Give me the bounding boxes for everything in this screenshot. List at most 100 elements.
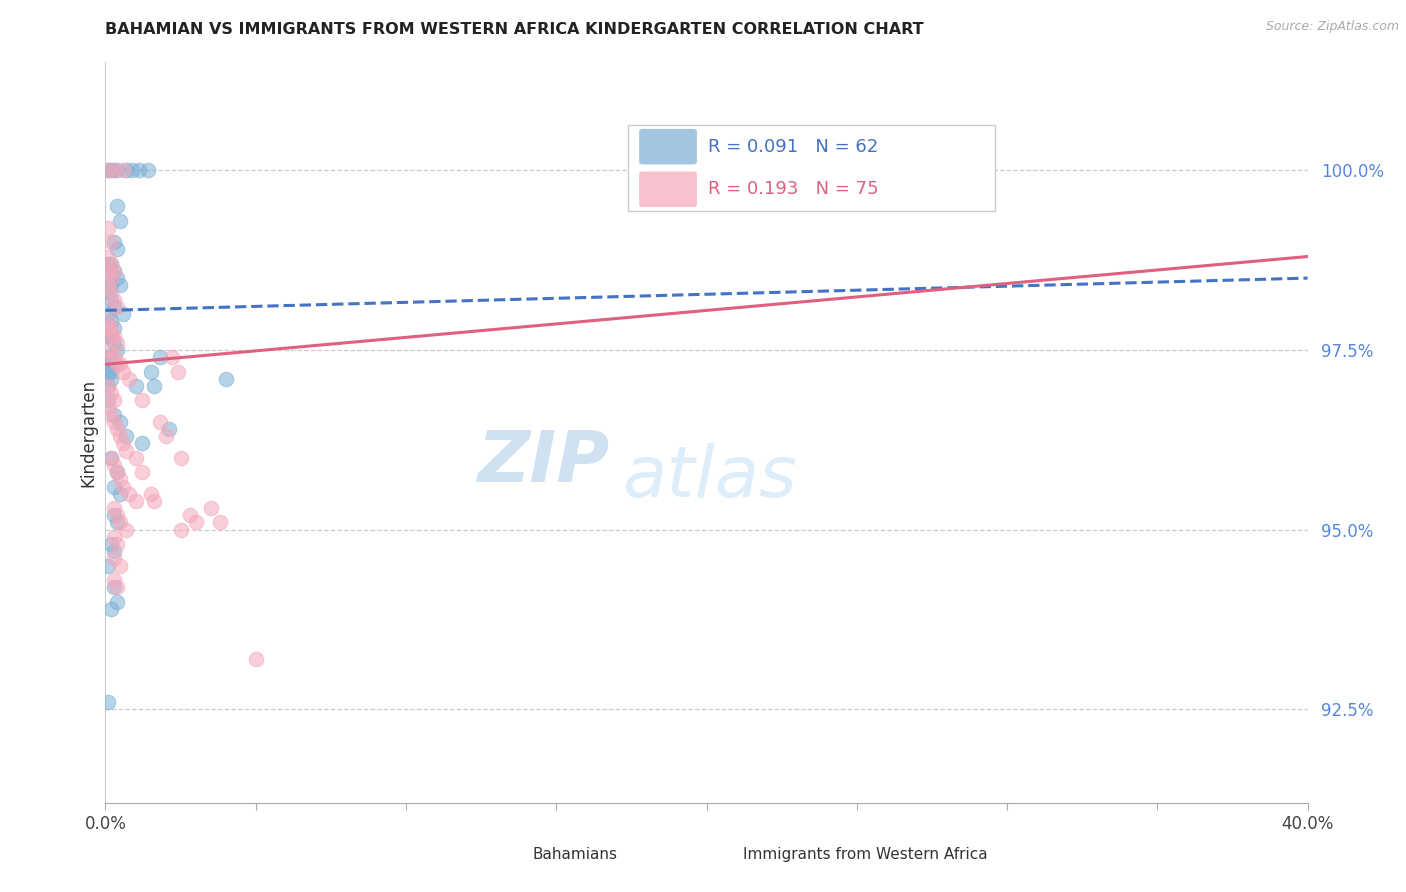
Point [97,220,120,235]
Point [100,257,122,271]
Point [97,357,120,371]
Point [139,365,162,379]
FancyBboxPatch shape [628,126,995,211]
Point [97,393,120,408]
Point [160,350,183,364]
FancyBboxPatch shape [640,128,697,164]
Point [103,501,125,516]
Point [97,163,120,178]
Point [112,365,135,379]
Point [100,365,122,379]
Point [97,343,120,357]
Point [142,494,165,508]
Point [142,379,165,393]
Point [97,695,120,709]
Point [100,328,122,343]
Point [966,163,988,178]
Point [100,328,122,343]
Point [97,307,120,321]
Point [107,243,129,257]
Point [107,199,129,213]
Point [112,436,135,450]
Point [139,486,162,500]
Point [115,163,138,178]
Point [97,250,120,264]
Point [103,335,125,350]
Point [97,257,120,271]
Point [100,450,122,465]
Text: R = 0.193   N = 75: R = 0.193 N = 75 [707,180,879,198]
Text: ZIP: ZIP [478,428,610,497]
Point [103,573,125,587]
Point [100,350,122,364]
Point [115,443,138,458]
Point [100,450,122,465]
Point [107,163,129,178]
Point [124,450,146,465]
Point [169,523,191,537]
Point [131,436,153,450]
Point [97,285,120,300]
Point [118,372,141,386]
Point [100,257,122,271]
Point [97,328,120,343]
Point [103,300,125,314]
Point [131,465,153,479]
Point [100,271,122,285]
Point [112,307,135,321]
Point [100,408,122,422]
Point [107,580,129,594]
Point [100,350,122,364]
Point [110,472,132,486]
Point [169,450,191,465]
Point [97,321,120,335]
Point [103,350,125,364]
Point [107,537,129,551]
Point [214,372,236,386]
Point [124,379,146,393]
Text: R = 0.091   N = 62: R = 0.091 N = 62 [707,137,877,156]
Point [103,393,125,408]
Point [103,328,125,343]
Point [103,163,125,178]
Point [103,264,125,278]
Point [107,343,129,357]
Point [97,264,120,278]
Point [97,314,120,328]
Point [97,271,120,285]
Point [110,558,132,573]
Point [245,652,267,666]
Point [103,321,125,335]
Point [107,335,129,350]
Point [128,163,150,178]
Point [103,293,125,307]
Point [107,465,129,479]
Point [121,163,143,178]
Text: Immigrants from Western Africa: Immigrants from Western Africa [742,847,987,863]
Point [107,422,129,436]
Point [112,479,135,493]
Point [148,415,170,429]
Point [107,465,129,479]
Point [103,479,125,493]
Point [110,357,132,371]
Point [179,508,201,523]
Point [166,365,188,379]
Point [103,264,125,278]
Point [131,393,153,408]
Text: Bahamians: Bahamians [533,847,617,863]
Point [110,278,132,293]
Point [148,350,170,364]
Point [97,365,120,379]
Point [110,415,132,429]
FancyBboxPatch shape [457,840,524,869]
Point [157,422,180,436]
Point [100,278,122,293]
Point [115,523,138,537]
Point [103,551,125,566]
Point [97,558,120,573]
Point [100,293,122,307]
FancyBboxPatch shape [640,171,697,207]
Point [124,494,146,508]
Point [100,314,122,328]
